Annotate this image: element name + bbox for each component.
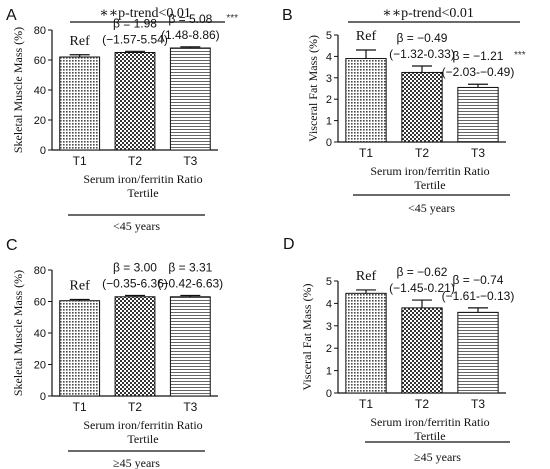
ci-label: (−1.57-5.54) [102, 32, 168, 46]
x-axis-sublabel: Tertile [414, 429, 445, 443]
x-tick-label: T3 [471, 146, 485, 160]
y-tick-label: 5 [326, 30, 332, 42]
y-tick-label: 40 [34, 85, 46, 97]
panel-c: C Skeletal Muscle Mass (%) 0 20 40 60 80 T1 Ref T… [6, 237, 223, 469]
bar-t2 [114, 296, 156, 397]
x-tick-label: T1 [73, 154, 87, 168]
y-tick-label: 80 [34, 265, 46, 277]
y-tick-label: 2 [326, 94, 332, 106]
ci-label: (1.48-8.86) [161, 28, 220, 42]
y-tick-label: 5 [326, 276, 332, 288]
x-tick-label: T1 [73, 400, 87, 414]
p-trend-label: ∗∗p-trend<0.01 [382, 6, 474, 21]
x-tick-label: T2 [415, 397, 429, 411]
ci-label: (−1.32-0.33) [389, 47, 455, 61]
beta-label: β = −0.49 [397, 31, 448, 45]
panel-b: B Visceral Fat Mass (%) 0 1 2 3 4 5 T1 Ref T2 β = −… [282, 6, 526, 215]
y-tick-label: 3 [326, 321, 332, 333]
y-axis-label: Visceral Fat Mass (%) [300, 284, 314, 391]
y-tick-label: 0 [40, 391, 46, 403]
y-tick-label: 60 [34, 55, 46, 67]
x-axis-label: Serum iron/ferritin Ratio [83, 172, 202, 186]
bar-t2 [401, 307, 443, 394]
y-axis-label: Visceral Fat Mass (%) [306, 35, 320, 142]
x-tick-label: T2 [415, 146, 429, 160]
ci-label: (−0.42-6.63) [157, 277, 223, 291]
x-tick-label: T1 [359, 397, 373, 411]
y-tick-label: 4 [326, 298, 332, 310]
ref-label: Ref [356, 29, 377, 44]
age-group-label: <45 years [408, 201, 455, 215]
p-trend-label: ∗∗p-trend<0.01 [99, 6, 191, 21]
y-tick-label: 20 [34, 360, 46, 372]
x-axis-sublabel: Tertile [414, 178, 445, 192]
ci-label: (−1.45-0.21) [389, 281, 455, 295]
panel-d: D Visceral Fat Mass (%) 0 1 2 3 4 5 T1 Ref T2 β = −… [283, 236, 514, 464]
y-tick-label: 60 [34, 297, 46, 309]
y-axis-label: Skeletal Muscle Mass (%) [11, 270, 25, 396]
panel-letter: D [283, 236, 295, 253]
bar-t3 [457, 86, 499, 143]
ref-label: Ref [70, 34, 91, 49]
x-tick-label: T2 [128, 400, 142, 414]
x-tick-label: T2 [128, 154, 142, 168]
ci-label: (−0.35-6.36) [102, 277, 168, 291]
y-tick-label: 1 [326, 366, 332, 378]
beta-label: β = −1.21 [453, 49, 504, 63]
ref-label: Ref [356, 269, 377, 284]
bar-t3 [169, 296, 211, 397]
y-axis-label: Skeletal Muscle Mass (%) [11, 27, 25, 153]
panel-letter: C [6, 237, 18, 254]
y-tick-label: 1 [326, 116, 332, 128]
age-group-label: <45 years [113, 219, 160, 233]
bar-t1 [59, 300, 101, 397]
beta-label: β = 1.98 [113, 16, 157, 30]
y-tick-label: 2 [326, 343, 332, 355]
age-group-label: ≥45 years [113, 456, 160, 469]
x-tick-label: T3 [183, 400, 197, 414]
y-tick-label: 0 [326, 137, 332, 149]
significance-label: *** [514, 50, 526, 61]
significance-label: *** [226, 13, 238, 24]
panel-letter: A [6, 7, 17, 24]
x-axis-sublabel: Tertile [127, 432, 158, 446]
beta-label: β = 3.00 [113, 261, 157, 275]
x-tick-label: T3 [183, 154, 197, 168]
bar-t1 [345, 292, 387, 394]
ci-label: (−1.61-−0.13) [442, 289, 515, 303]
ci-label: (−2.03-−0.49) [442, 65, 515, 79]
beta-label: β = −0.74 [453, 273, 504, 287]
y-tick-label: 80 [34, 25, 46, 37]
bar-t2 [401, 71, 443, 143]
x-axis-label: Serum iron/ferritin Ratio [370, 415, 489, 429]
x-tick-label: T1 [359, 146, 373, 160]
beta-label: β = −0.62 [397, 265, 448, 279]
y-tick-label: 0 [40, 145, 46, 157]
ref-label: Ref [70, 278, 91, 293]
y-tick-label: 40 [34, 328, 46, 340]
x-tick-label: T3 [471, 397, 485, 411]
x-axis-sublabel: Tertile [127, 186, 158, 200]
bar-t3 [457, 311, 499, 394]
x-axis-label: Serum iron/ferritin Ratio [83, 418, 202, 432]
y-tick-label: 4 [326, 51, 332, 63]
y-tick-label: 20 [34, 115, 46, 127]
y-tick-label: 3 [326, 73, 332, 85]
age-group-label: ≥45 years [414, 450, 461, 464]
bar-t1 [345, 58, 387, 143]
bar-t2 [114, 52, 156, 151]
x-axis-label: Serum iron/ferritin Ratio [370, 164, 489, 178]
bar-t1 [59, 56, 101, 151]
bar-t3 [169, 47, 211, 151]
panel-letter: B [282, 7, 293, 24]
panel-a: A Skeletal Muscle Mass (%) 0 20 40 60 80 T1 Ref T… [6, 6, 238, 233]
beta-label: β = 3.31 [168, 261, 212, 275]
y-tick-label: 0 [326, 388, 332, 400]
